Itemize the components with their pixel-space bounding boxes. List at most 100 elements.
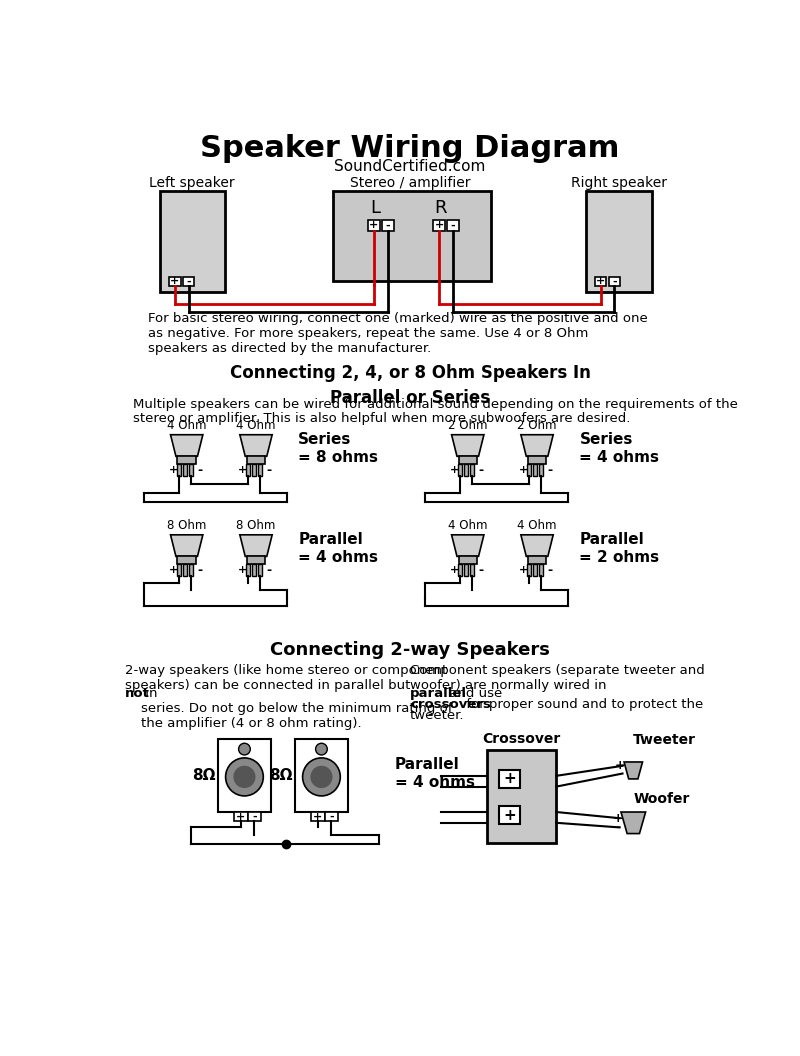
Text: Parallel
= 4 ohms: Parallel = 4 ohms	[394, 757, 474, 790]
Text: not: not	[125, 687, 150, 700]
Text: Right speaker: Right speaker	[571, 176, 667, 190]
Bar	[368, 220, 380, 230]
Text: +: +	[170, 277, 179, 286]
Text: Crossover: Crossover	[482, 732, 561, 746]
Text: -: -	[615, 821, 621, 834]
Bar	[528, 456, 546, 464]
Polygon shape	[451, 534, 484, 557]
Bar	[447, 220, 459, 230]
Text: +: +	[313, 812, 322, 822]
Bar	[177, 564, 181, 577]
Bar	[183, 464, 186, 476]
Text: +: +	[450, 465, 459, 475]
Text: -: -	[329, 812, 334, 822]
Text: +: +	[238, 465, 247, 475]
Text: in
series. Do not go below the minimum rating of
the amplifier (4 or 8 ohm ratin: in series. Do not go below the minimum r…	[141, 687, 452, 731]
Bar	[458, 456, 477, 464]
Bar	[177, 464, 181, 476]
Ellipse shape	[311, 767, 332, 788]
Bar	[470, 564, 474, 577]
Text: Multiple speakers can be wired for additional sound depending on the requirement: Multiple speakers can be wired for addit…	[133, 398, 738, 411]
Bar	[183, 564, 186, 577]
Text: 8Ω: 8Ω	[269, 768, 292, 782]
Bar	[258, 564, 262, 577]
Text: +: +	[614, 759, 625, 772]
Bar	[527, 564, 531, 577]
Text: +: +	[434, 221, 444, 230]
Bar	[539, 564, 543, 577]
Polygon shape	[621, 812, 646, 833]
Text: 2-way speakers (like home stereo or component
speakers) can be connected in para: 2-way speakers (like home stereo or comp…	[125, 664, 447, 692]
Polygon shape	[240, 435, 272, 456]
Bar	[183, 277, 194, 286]
Text: -: -	[252, 812, 257, 822]
Bar	[498, 770, 520, 788]
Bar	[178, 557, 196, 564]
Text: R: R	[434, 199, 447, 216]
Text: 4 Ohm: 4 Ohm	[448, 518, 487, 532]
Bar	[498, 806, 520, 825]
Bar	[252, 564, 256, 577]
Bar	[470, 464, 474, 476]
Bar	[234, 812, 247, 822]
Text: -: -	[547, 564, 553, 577]
Polygon shape	[170, 435, 203, 456]
Polygon shape	[240, 534, 272, 557]
Text: 8Ω: 8Ω	[192, 768, 215, 782]
Bar	[178, 456, 196, 464]
Bar	[252, 464, 256, 476]
Bar	[458, 464, 462, 476]
Text: Left speaker: Left speaker	[150, 176, 235, 190]
Bar	[534, 564, 537, 577]
Circle shape	[315, 743, 327, 755]
Text: Parallel
= 2 ohms: Parallel = 2 ohms	[579, 532, 659, 565]
Ellipse shape	[226, 758, 263, 796]
Text: Series
= 8 ohms: Series = 8 ohms	[298, 432, 378, 465]
Text: tweeter.: tweeter.	[410, 709, 465, 722]
Text: +: +	[503, 772, 516, 787]
Text: +: +	[596, 277, 606, 286]
Bar	[160, 191, 226, 293]
Text: For basic stereo wiring, connect one (marked) wire as the positive and one
as ne: For basic stereo wiring, connect one (ma…	[148, 312, 648, 355]
Text: -: -	[547, 464, 553, 476]
Bar	[247, 812, 262, 822]
Bar	[539, 464, 543, 476]
Bar	[246, 557, 266, 564]
Text: SoundCertified.com: SoundCertified.com	[334, 159, 486, 174]
Text: +: +	[613, 812, 623, 825]
Bar	[464, 564, 468, 577]
Bar	[527, 464, 531, 476]
Text: parallel: parallel	[410, 687, 467, 700]
Text: stereo or amplifier. This is also helpful when more subwoofers are desired.: stereo or amplifier. This is also helpfu…	[133, 412, 630, 425]
Bar	[433, 220, 446, 230]
Text: -: -	[198, 464, 202, 476]
Text: +: +	[236, 812, 246, 822]
Text: 4 Ohm: 4 Ohm	[236, 418, 276, 432]
Bar	[295, 739, 348, 812]
Bar	[595, 277, 606, 286]
Text: +: +	[169, 565, 178, 576]
Text: for proper sound and to protect the: for proper sound and to protect the	[462, 698, 704, 711]
Text: Series
= 4 ohms: Series = 4 ohms	[579, 432, 659, 465]
Bar	[246, 456, 266, 464]
Text: -: -	[612, 277, 617, 286]
Text: Connecting 2-way Speakers: Connecting 2-way Speakers	[270, 641, 550, 659]
Text: +: +	[450, 565, 459, 576]
Bar	[534, 464, 537, 476]
Bar	[246, 464, 250, 476]
Bar	[310, 812, 325, 822]
Text: +: +	[169, 465, 178, 475]
Bar	[382, 220, 394, 230]
Bar	[325, 812, 338, 822]
Bar	[458, 557, 477, 564]
Text: and use: and use	[446, 687, 502, 700]
Text: +: +	[519, 465, 529, 475]
Polygon shape	[170, 534, 203, 557]
Bar	[528, 557, 546, 564]
Text: -: -	[386, 221, 390, 230]
Bar	[487, 751, 556, 843]
Text: -: -	[451, 221, 455, 230]
Bar	[458, 564, 462, 577]
Text: L: L	[370, 199, 380, 216]
Text: Component speakers (separate tweeter and
woofer) are normally wired in: Component speakers (separate tweeter and…	[410, 664, 705, 692]
